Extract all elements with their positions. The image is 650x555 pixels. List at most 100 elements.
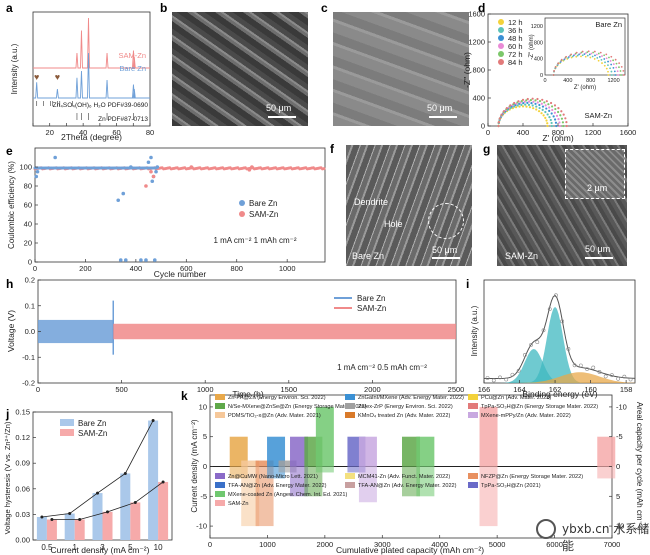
y-axis-label: Voltage (V) [6, 310, 16, 352]
x-axis-label: Z' (ohm) [542, 133, 574, 143]
capacity-bar [597, 466, 616, 479]
panel-letter: g [483, 142, 490, 156]
nyquist-point [544, 104, 547, 107]
category-label: 10 [154, 543, 163, 552]
legend-marker [498, 35, 504, 41]
trend-point [40, 515, 44, 519]
inset-point [600, 58, 603, 61]
xrd-series-label: Bare Zn [119, 64, 146, 73]
legend-swatch [215, 473, 225, 479]
inset-point [595, 53, 598, 56]
xps-component [484, 306, 635, 383]
category-label: 0.5 [41, 543, 53, 552]
xps-x-tick-label: 164 [513, 385, 526, 394]
current-bar [267, 436, 286, 467]
inset-point [610, 55, 613, 58]
nyquist-point [517, 100, 520, 103]
inset-point [616, 70, 619, 73]
nyquist-point [546, 124, 549, 128]
inset-point [557, 62, 560, 65]
sem-image-sam-zn-cycled: 2 μm 50 μm SAM-Zn [497, 145, 627, 266]
xps-x-tick-label: 160 [584, 385, 597, 394]
nyquist-point [530, 102, 533, 105]
comparison-y-tick-label: 0 [203, 462, 207, 471]
legend-swatch [345, 394, 355, 400]
inset-x-tick-label: 800 [586, 78, 595, 84]
panel-letter: b [160, 1, 167, 15]
bar-sam-zn [130, 502, 141, 540]
nyquist-point [550, 112, 553, 115]
nyquist-point [531, 104, 534, 107]
x-axis-label: 2Theta (degree) [61, 132, 122, 142]
nyquist-point [513, 105, 516, 108]
inset-point [610, 63, 613, 66]
inset-point [605, 67, 608, 70]
nyquist-point [537, 110, 541, 113]
nyquist-point [557, 117, 560, 121]
scale-bar [585, 257, 613, 259]
scale-label: 50 μm [585, 244, 611, 254]
nyquist-x-tick-label: 400 [517, 128, 530, 137]
comparison-x-tick-label: 3000 [374, 540, 391, 549]
sem-image-bare-zn: 50 μm [172, 12, 308, 126]
xrd-series-label: SAM-Zn [118, 51, 146, 60]
inset-point [619, 70, 622, 72]
inset-point [599, 51, 602, 54]
ce-point-bare [118, 258, 123, 262]
nyquist-point [534, 99, 537, 102]
current-bar [358, 436, 377, 467]
comparison-y-tick-label: 5 [203, 432, 207, 441]
inset-point [614, 74, 617, 76]
capacity-bar [229, 466, 248, 479]
legend-label: Zn-PA@Zn (Energy Environ. Sci. 2022) [228, 395, 326, 401]
legend-label: MXene-coated Zn (Angew. Chem. Int. Ed. 2… [228, 492, 348, 498]
x-axis-label: Current density (mA cm⁻²) [51, 545, 150, 555]
nyquist-point [514, 106, 518, 109]
inset-y-tick-label: 1200 [531, 24, 543, 30]
scale-label: 50 μm [427, 103, 453, 113]
inset-point [605, 53, 608, 56]
inset-point [601, 62, 603, 64]
current-bar [290, 436, 309, 467]
ce-point-bare [129, 165, 133, 169]
inset-point [554, 65, 557, 68]
comparison-x-tick-label: 2000 [317, 540, 334, 549]
bar-bare-zn [92, 493, 103, 540]
legend-marker [239, 211, 245, 217]
nyquist-point [534, 102, 537, 105]
nyquist-point [548, 109, 551, 112]
hole-label: Hole [384, 219, 403, 229]
voltage-y-tick-label: 0.0 [25, 327, 35, 336]
inset-point [615, 62, 618, 65]
nyquist-point [524, 103, 527, 106]
inset-point [575, 51, 578, 54]
scale-bar [432, 257, 460, 259]
capacity-bar [255, 466, 274, 527]
nyquist-point [547, 103, 550, 106]
nyquist-point [550, 105, 554, 108]
comparison-x-tick-label: 5000 [489, 540, 506, 549]
inset-point [604, 61, 606, 64]
panel-letter: a [6, 1, 13, 15]
comparison-y-right-tick-label: -10 [616, 402, 627, 411]
x-axis-label: Cycle number [154, 269, 207, 279]
xps-data-point [535, 340, 540, 345]
nyquist-point [502, 110, 506, 113]
nyquist-point [535, 108, 538, 111]
capacity-bar [479, 466, 498, 527]
condition-annotation: 1 mA cm⁻² 1 mAh cm⁻² [213, 236, 296, 245]
sem-image-sam-zn: 50 μm [333, 12, 469, 126]
bar-sam-zn [74, 519, 85, 540]
comparison-x-tick-label: 0 [208, 540, 212, 549]
inset-point [609, 67, 611, 70]
legend-marker [498, 27, 504, 33]
nyquist-point [529, 99, 532, 102]
capacity-bar [358, 466, 377, 503]
inset-point [620, 74, 622, 76]
inset-point [575, 55, 578, 58]
legend-label: N/Se-MXene@ZnSe@Zn (Energy Storage Mater… [228, 404, 367, 410]
y-axis-label: -Z'' (ohm) [462, 52, 472, 88]
inset-point [592, 51, 595, 54]
heart-marker-icon: ♥ [34, 72, 39, 82]
